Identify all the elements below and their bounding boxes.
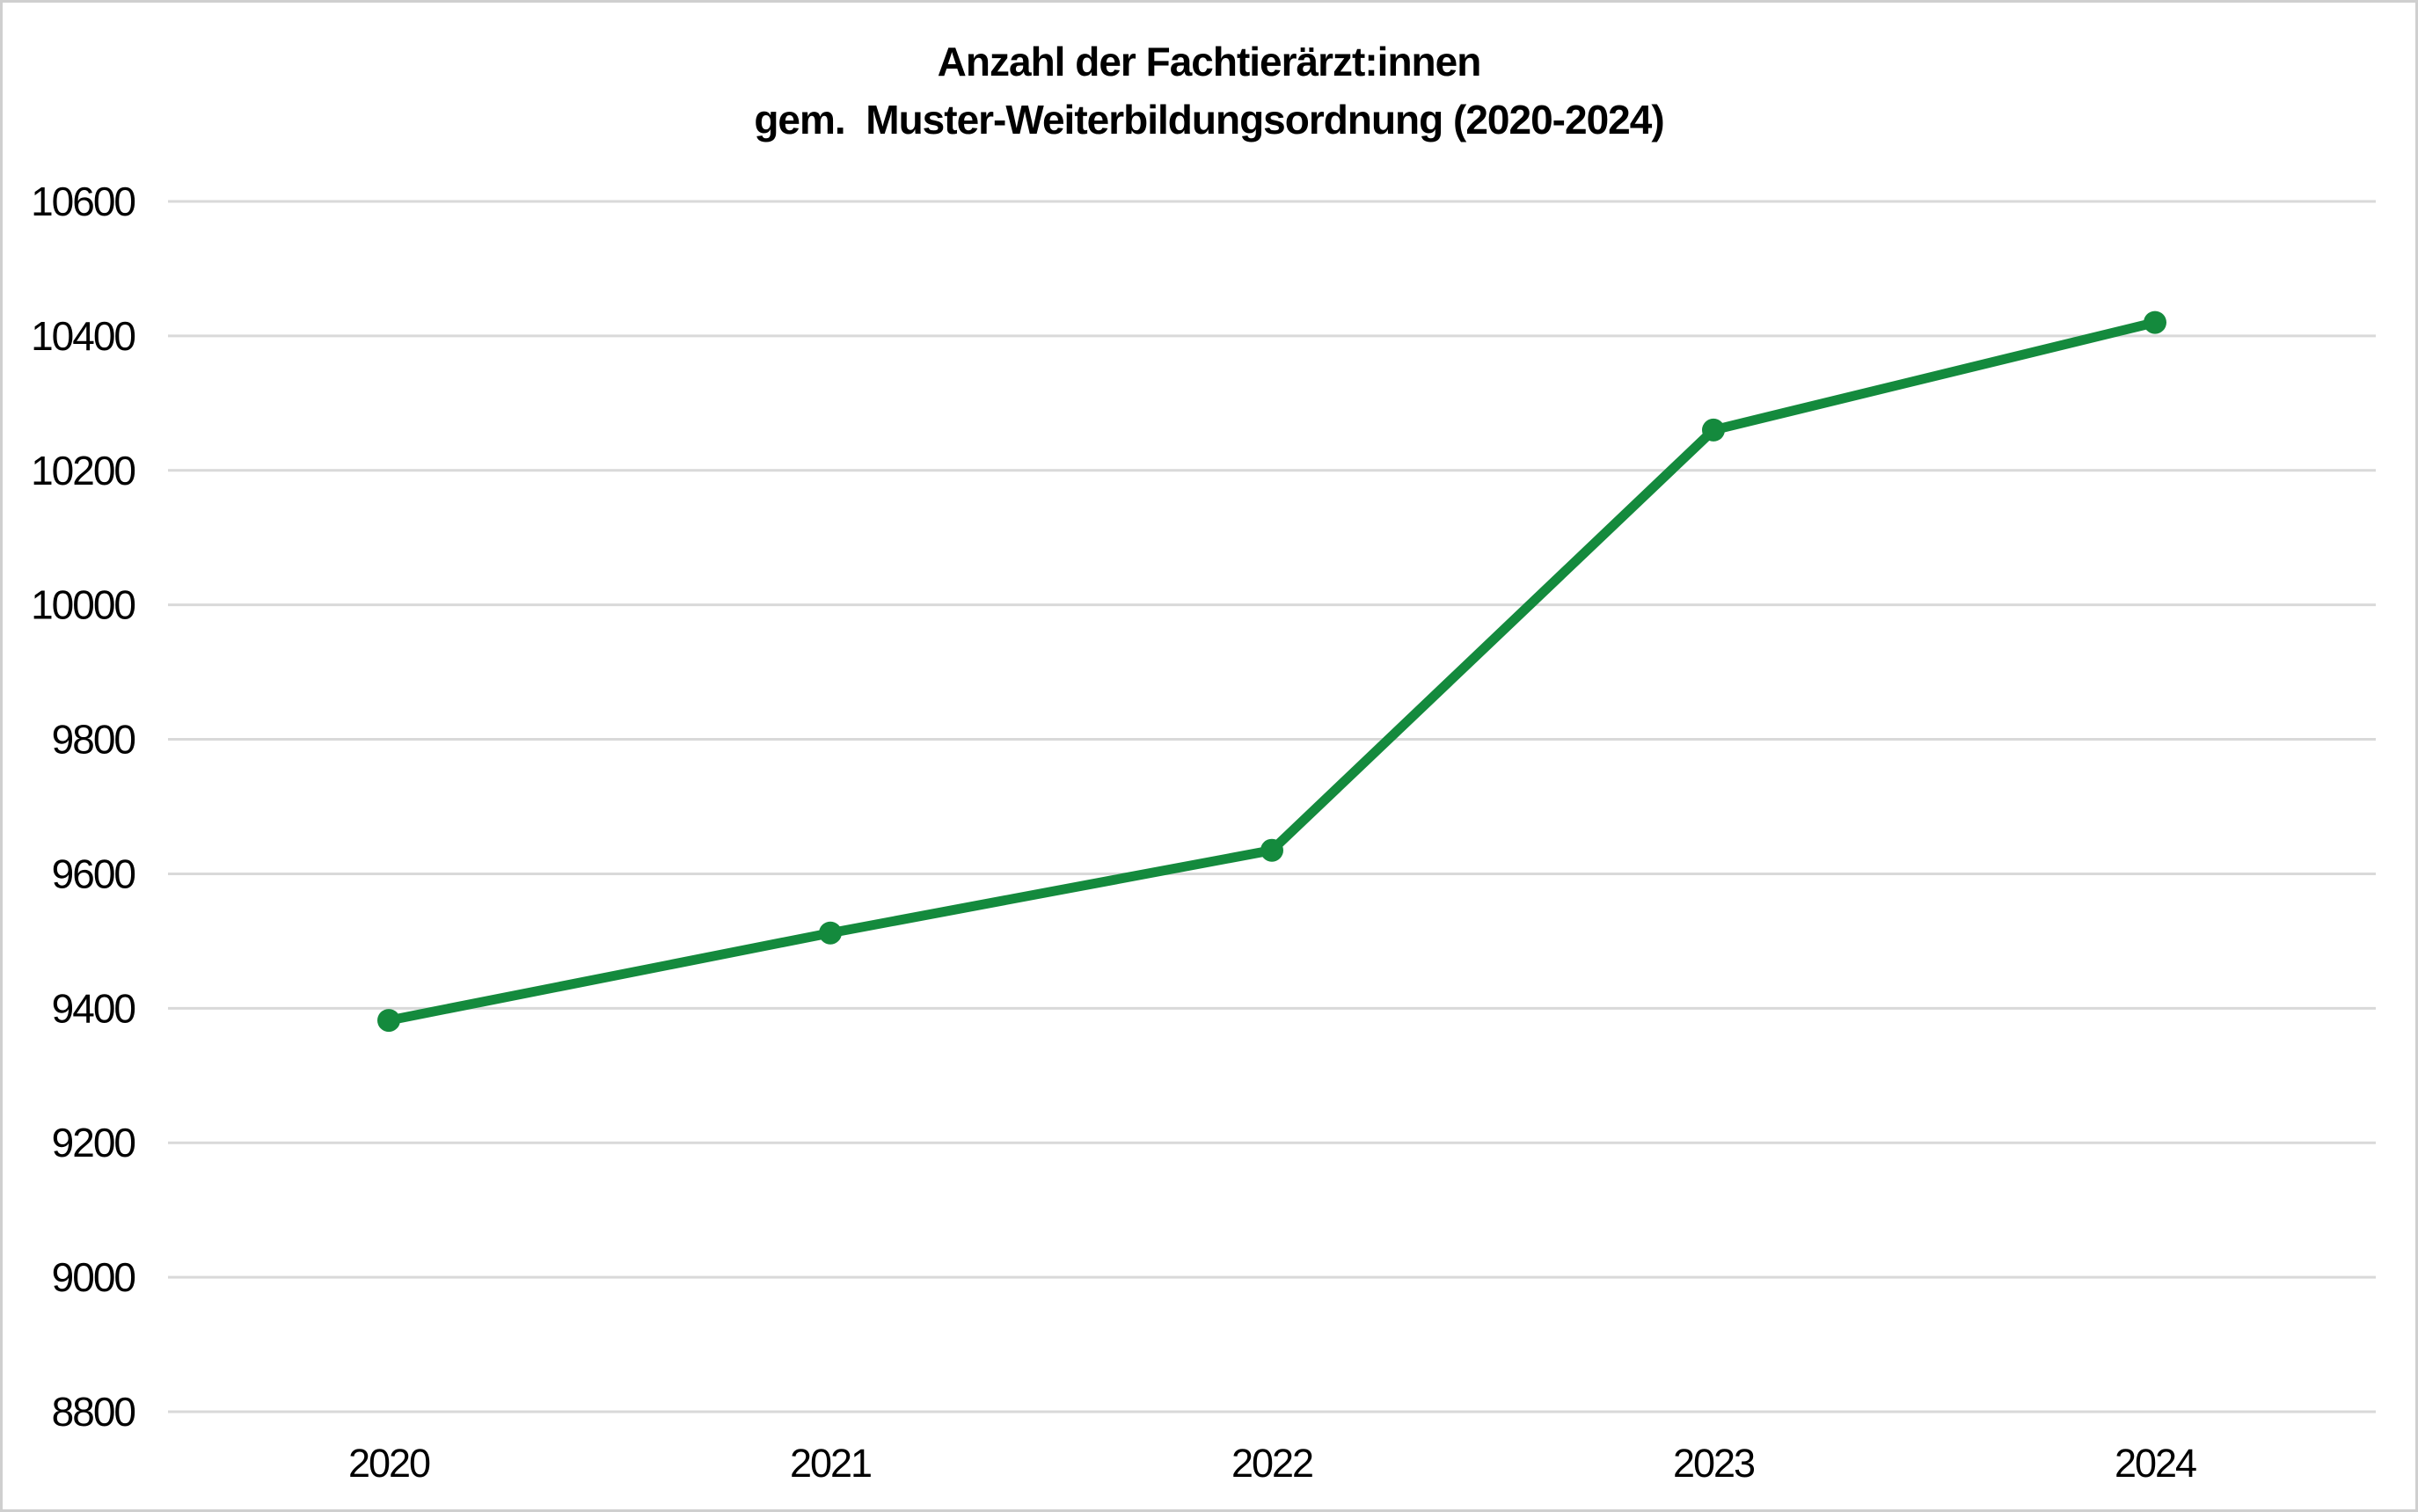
y-tick-label-9000: 9000	[52, 1254, 135, 1300]
chart-title-line-2: gem. Muster-Weiterbildungsordnung (2020-…	[754, 97, 1664, 142]
y-tick-label-8800: 8800	[52, 1389, 135, 1435]
x-tick-label-2023: 2023	[1673, 1441, 1755, 1486]
data-point-2024	[2144, 310, 2166, 334]
data-point-2023	[1702, 418, 1725, 442]
x-tick-label-2024: 2024	[2115, 1441, 2196, 1486]
y-tick-label-9200: 9200	[52, 1120, 135, 1165]
y-tick-label-9600: 9600	[52, 851, 135, 896]
chart-title-line-1: Anzahl der Fachtierärzt:innen	[937, 39, 1482, 84]
y-tick-label-10000: 10000	[31, 582, 135, 628]
y-tick-label-10400: 10400	[31, 313, 135, 359]
data-point-2022	[1260, 838, 1283, 862]
y-tick-label-9800: 9800	[52, 717, 135, 763]
x-tick-label-2022: 2022	[1231, 1441, 1312, 1486]
x-tick-label-2021: 2021	[790, 1441, 871, 1486]
chart-title: Anzahl der Fachtierärzt:innen gem. Muste…	[3, 33, 2415, 149]
y-tick-label-9400: 9400	[52, 985, 135, 1031]
y-tick-label-10600: 10600	[31, 179, 135, 224]
data-point-2021	[819, 921, 842, 945]
data-line	[384, 318, 2160, 1026]
line-chart: 8800 9000 9200 9400 9600 9800 10000 10200 10400 1…	[31, 179, 2376, 1486]
y-tick-label-10200: 10200	[31, 448, 135, 493]
data-point-2020	[377, 1009, 400, 1033]
x-tick-label-2020: 2020	[348, 1441, 430, 1486]
